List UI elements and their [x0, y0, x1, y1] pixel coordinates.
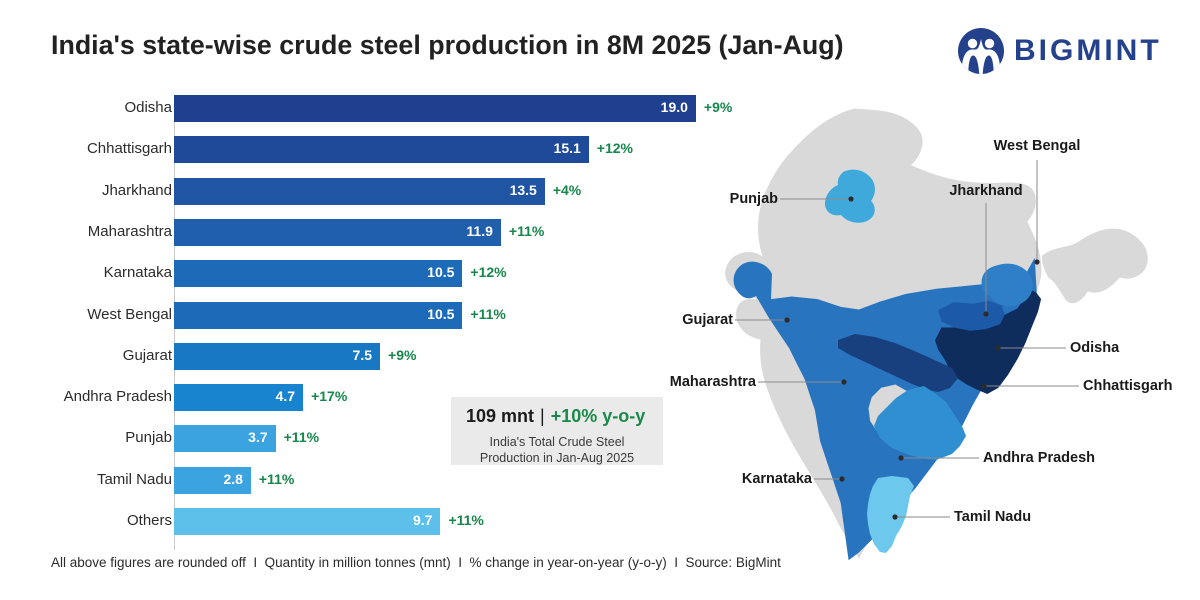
svg-text:Chhattisgarh: Chhattisgarh — [1083, 378, 1172, 394]
svg-text:Gujarat: Gujarat — [682, 312, 733, 328]
svg-text:Andhra Pradesh: Andhra Pradesh — [983, 450, 1095, 466]
svg-text:Karnataka: Karnataka — [742, 471, 813, 487]
svg-text:Maharashtra: Maharashtra — [670, 374, 757, 390]
svg-text:Odisha: Odisha — [1070, 340, 1120, 356]
svg-text:Punjab: Punjab — [730, 191, 778, 207]
svg-text:Jharkhand: Jharkhand — [949, 183, 1022, 199]
svg-text:Tamil Nadu: Tamil Nadu — [954, 509, 1031, 525]
svg-text:West Bengal: West Bengal — [994, 138, 1081, 154]
